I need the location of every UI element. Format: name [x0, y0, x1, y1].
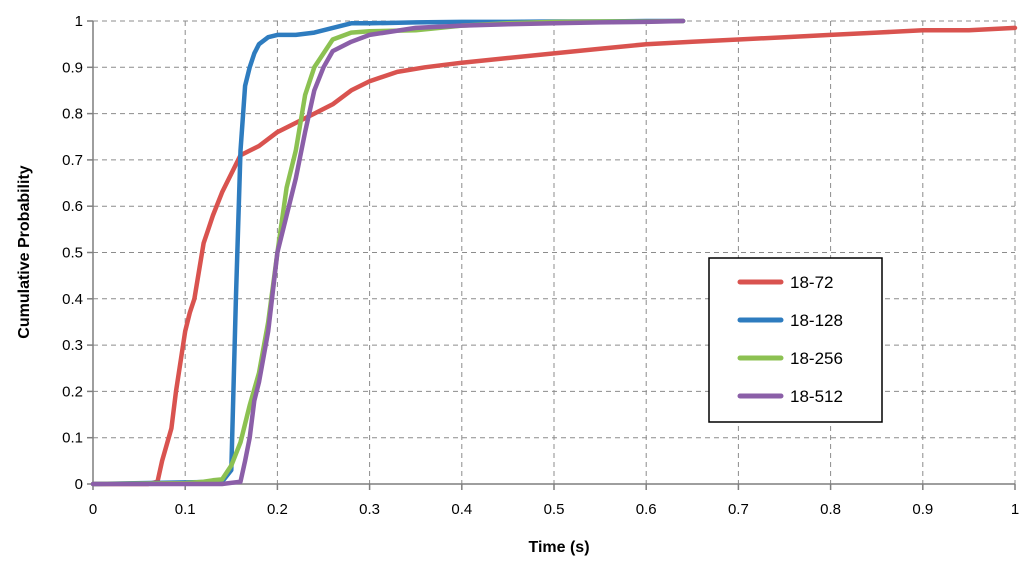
x-tick-label: 0.7: [728, 501, 749, 518]
legend-label: 18-256: [790, 349, 843, 368]
series-layer: [90, 18, 1018, 487]
legend-label: 18-512: [790, 387, 843, 406]
x-tick-label: 0.4: [451, 501, 472, 518]
x-tick-label: 0.1: [175, 501, 196, 518]
x-tick-label: 0.6: [636, 501, 657, 518]
x-tick-label: 0.9: [912, 501, 933, 518]
y-tick-label: 0: [75, 476, 83, 493]
y-tick-label: 0.6: [62, 198, 83, 215]
y-tick-label: 0.2: [62, 383, 83, 400]
axes: [87, 20, 1016, 490]
x-tick-label: 0.3: [359, 501, 380, 518]
x-tick-label: 1: [1011, 501, 1019, 518]
series-line-18-72: [90, 25, 1018, 487]
y-tick-label: 1: [75, 13, 83, 30]
legend: 18-72 18-128 18-256 18-512: [708, 257, 883, 423]
y-tick-label: 0.9: [62, 59, 83, 76]
tick-labels: 0 0.1 0.2 0.3 0.4 0.5 0.6 0.7 0.8 0.9 1 0 0.1 0.2 0.3 0…: [62, 13, 1019, 518]
legend-box: [708, 257, 883, 423]
y-tick-label: 0.3: [62, 337, 83, 354]
y-axis-title: Cumulative Probability: [16, 165, 33, 338]
y-tick-label: 0.5: [62, 245, 83, 262]
y-tick-label: 0.1: [62, 430, 83, 447]
x-tick-label: 0: [89, 501, 97, 518]
x-tick-label: 0.8: [820, 501, 841, 518]
y-tick-label: 0.4: [62, 291, 83, 308]
x-axis-title: Time (s): [528, 539, 589, 556]
x-tick-label: 0.2: [267, 501, 288, 518]
y-tick-label: 0.8: [62, 106, 83, 123]
legend-label: 18-72: [790, 273, 833, 292]
series-line-18-512: [90, 18, 686, 487]
y-tick-label: 0.7: [62, 152, 83, 169]
x-tick-label: 0.5: [544, 501, 565, 518]
legend-label: 18-128: [790, 311, 843, 330]
